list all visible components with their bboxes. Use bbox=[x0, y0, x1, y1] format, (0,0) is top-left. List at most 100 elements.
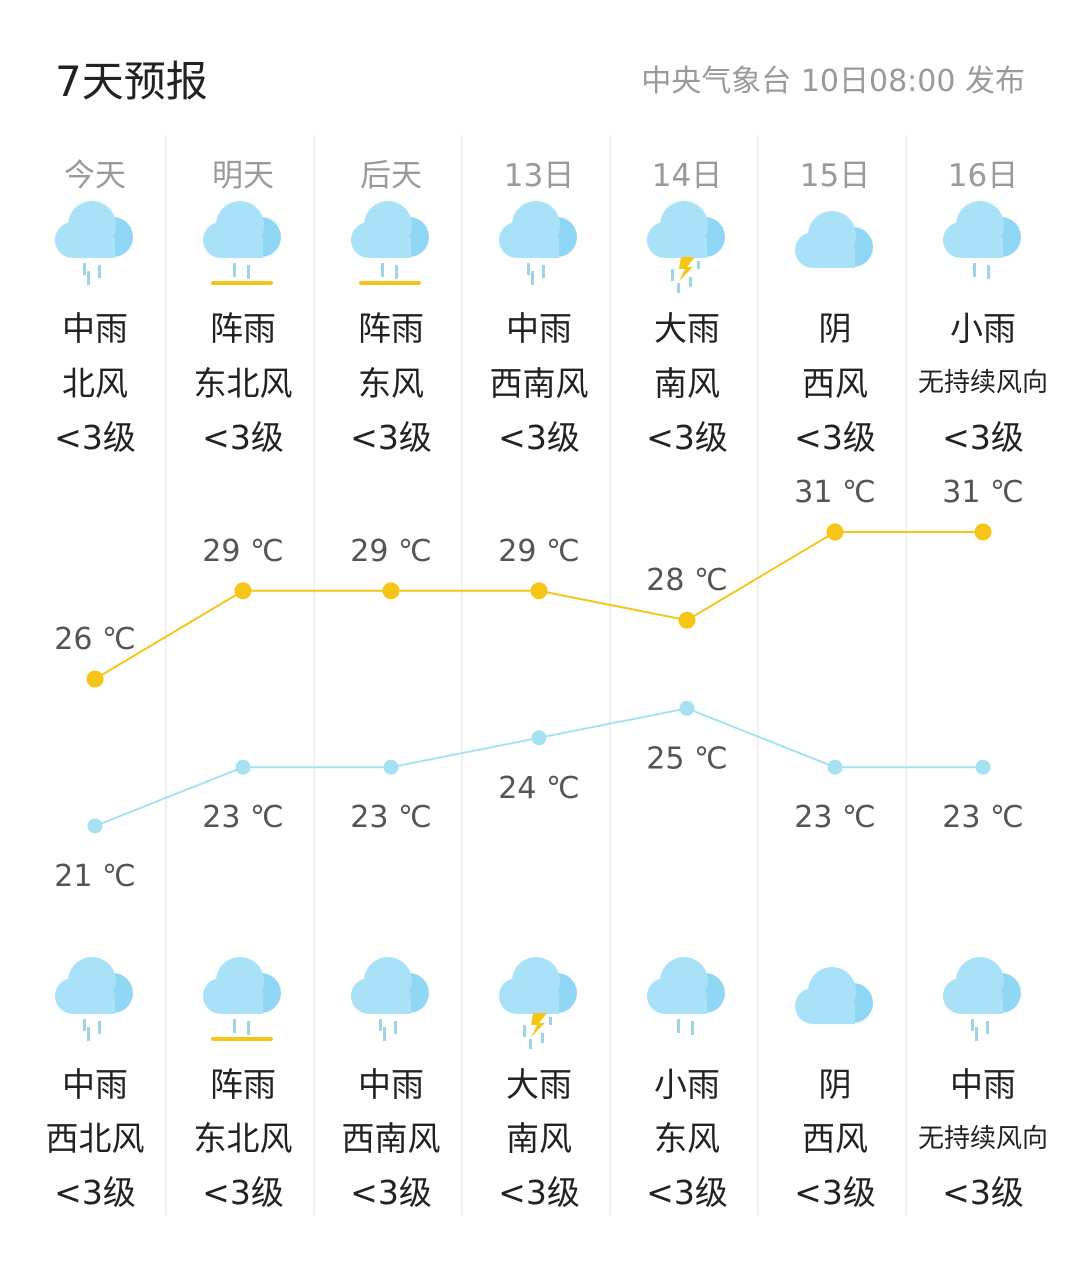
day-wind-level: <3级 bbox=[350, 418, 432, 457]
night-wind: 东风 bbox=[654, 1119, 720, 1158]
day-label: 明天 bbox=[212, 158, 274, 194]
day-weather: 大雨 bbox=[654, 309, 720, 348]
night-weather: 阵雨 bbox=[210, 1065, 276, 1104]
high-temp-label: 28 ℃ bbox=[646, 563, 727, 598]
moderate-rain-icon bbox=[45, 953, 145, 1053]
day-wind: 南风 bbox=[654, 364, 720, 403]
night-wind-level: <3级 bbox=[54, 1173, 136, 1212]
day-wind: 西风 bbox=[802, 364, 868, 403]
moderate-rain-icon bbox=[489, 197, 589, 297]
night-weather: 阴 bbox=[818, 1065, 852, 1104]
day-wind-level: <3级 bbox=[646, 418, 728, 457]
high-temp-point bbox=[234, 582, 252, 600]
publish-info: 中央气象台 10日08:00 发布 bbox=[641, 64, 1025, 99]
high-temp-point bbox=[974, 523, 992, 541]
low-temp-point bbox=[827, 759, 843, 775]
night-weather: 中雨 bbox=[62, 1065, 128, 1104]
day-column[interactable]: 13日 中雨 西南风 <3级 大雨 南风 <3级 bbox=[465, 0, 613, 1268]
day-wind: 西南风 bbox=[489, 364, 589, 403]
day-weather: 阵雨 bbox=[210, 309, 276, 348]
low-temp-label: 25 ℃ bbox=[646, 741, 727, 776]
day-weather: 阴 bbox=[818, 309, 852, 348]
day-wind: 东北风 bbox=[193, 364, 293, 403]
day-weather: 阵雨 bbox=[358, 309, 424, 348]
light-rain-icon bbox=[637, 953, 737, 1053]
day-wind: 北风 bbox=[62, 364, 128, 403]
night-wind-level: <3级 bbox=[942, 1173, 1024, 1212]
low-temp-label: 23 ℃ bbox=[350, 800, 431, 835]
day-column[interactable]: 明天 阵雨 东北风 <3级 阵雨 东北风 <3级 bbox=[169, 0, 317, 1268]
day-wind-level: <3级 bbox=[202, 418, 284, 457]
low-temp-point bbox=[679, 700, 695, 716]
column-divider bbox=[905, 135, 907, 1215]
day-weather: 小雨 bbox=[950, 309, 1016, 348]
day-wind-level: <3级 bbox=[498, 418, 580, 457]
night-wind: 无持续风向 bbox=[917, 1124, 1048, 1154]
day-column[interactable]: 今天 中雨 北风 <3级 中雨 西北风 <3级 bbox=[21, 0, 169, 1268]
thunderstorm-icon bbox=[489, 953, 589, 1053]
low-temp-label: 23 ℃ bbox=[202, 800, 283, 835]
light-rain-icon bbox=[933, 197, 1033, 297]
day-weather: 中雨 bbox=[62, 309, 128, 348]
low-temp-label: 23 ℃ bbox=[794, 800, 875, 835]
shower-icon bbox=[341, 197, 441, 297]
day-wind: 无持续风向 bbox=[917, 368, 1048, 398]
shower-icon bbox=[193, 197, 293, 297]
night-wind: 西北风 bbox=[45, 1119, 145, 1158]
day-weather: 中雨 bbox=[506, 309, 572, 348]
day-column[interactable]: 后天 阵雨 东风 <3级 中雨 西南风 <3级 bbox=[317, 0, 465, 1268]
night-weather: 大雨 bbox=[506, 1065, 572, 1104]
moderate-rain-icon bbox=[45, 197, 145, 297]
high-temp-label: 29 ℃ bbox=[202, 534, 283, 569]
shower-icon bbox=[193, 953, 293, 1053]
night-weather: 小雨 bbox=[654, 1065, 720, 1104]
night-wind: 西风 bbox=[802, 1119, 868, 1158]
high-temp-point bbox=[382, 582, 400, 600]
column-divider bbox=[313, 135, 315, 1215]
night-wind: 西南风 bbox=[341, 1119, 441, 1158]
day-column[interactable]: 14日 大雨 南风 <3级 小雨 东风 <3级 bbox=[613, 0, 761, 1268]
day-wind-level: <3级 bbox=[794, 418, 876, 457]
night-wind-level: <3级 bbox=[646, 1173, 728, 1212]
high-temp-label: 31 ℃ bbox=[794, 475, 875, 510]
high-temp-point bbox=[826, 523, 844, 541]
moderate-rain-icon bbox=[341, 953, 441, 1053]
day-wind-level: <3级 bbox=[54, 418, 136, 457]
night-wind-level: <3级 bbox=[202, 1173, 284, 1212]
low-temp-point bbox=[531, 730, 547, 746]
low-temp-point bbox=[975, 759, 991, 775]
night-wind-level: <3级 bbox=[350, 1173, 432, 1212]
low-temp-point bbox=[87, 818, 103, 834]
night-wind-level: <3级 bbox=[498, 1173, 580, 1212]
page-title: 7天预报 bbox=[55, 57, 208, 106]
night-wind-level: <3级 bbox=[794, 1173, 876, 1212]
column-divider bbox=[165, 135, 167, 1215]
night-weather: 中雨 bbox=[950, 1065, 1016, 1104]
column-divider bbox=[461, 135, 463, 1215]
day-label: 16日 bbox=[947, 158, 1019, 194]
day-label: 今天 bbox=[64, 158, 126, 194]
thunderstorm-icon bbox=[637, 197, 737, 297]
moderate-rain-icon bbox=[933, 953, 1033, 1053]
low-temp-label: 23 ℃ bbox=[942, 800, 1023, 835]
low-temp-point bbox=[235, 759, 251, 775]
day-column[interactable]: 16日 小雨 无持续风向 <3级 中雨 无持续风向 <3级 bbox=[909, 0, 1057, 1268]
high-temp-label: 29 ℃ bbox=[498, 534, 579, 569]
night-weather: 中雨 bbox=[358, 1065, 424, 1104]
high-temp-label: 26 ℃ bbox=[54, 622, 135, 657]
column-divider bbox=[609, 135, 611, 1215]
day-wind: 东风 bbox=[358, 364, 424, 403]
high-temp-point bbox=[678, 611, 696, 629]
overcast-icon bbox=[785, 197, 885, 297]
column-divider bbox=[757, 135, 759, 1215]
low-temp-point bbox=[383, 759, 399, 775]
night-wind: 南风 bbox=[506, 1119, 572, 1158]
high-temp-label: 31 ℃ bbox=[942, 475, 1023, 510]
night-wind: 东北风 bbox=[193, 1119, 293, 1158]
day-label: 15日 bbox=[799, 158, 871, 194]
day-column[interactable]: 15日 阴 西风 <3级 阴 西风 <3级 bbox=[761, 0, 909, 1268]
day-label: 后天 bbox=[360, 158, 422, 194]
high-temp-point bbox=[530, 582, 548, 600]
day-wind-level: <3级 bbox=[942, 418, 1024, 457]
